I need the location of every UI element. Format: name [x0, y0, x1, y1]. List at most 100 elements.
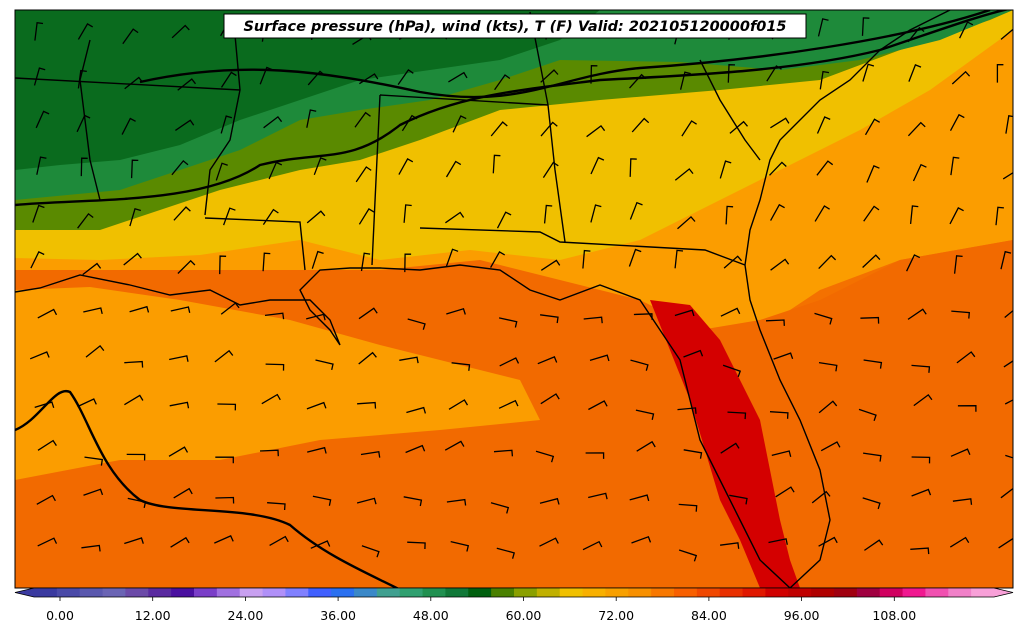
colorbar-swatch [354, 588, 378, 597]
wind-barb [124, 537, 144, 545]
wind-barb [590, 156, 605, 175]
wind-barb [127, 497, 147, 509]
temperature-band-warm-east [760, 240, 1013, 588]
border-ms-al [371, 94, 381, 266]
wind-barb [217, 403, 237, 411]
wind-barb [814, 312, 833, 325]
wind-barb [36, 494, 56, 505]
wind-barb [539, 537, 559, 547]
wind-barb [490, 121, 508, 137]
wind-barb [681, 120, 697, 137]
wind-barb [490, 251, 506, 268]
wind-barb [82, 262, 102, 276]
colorbar-tick-label: 96.00 [784, 608, 820, 623]
colorbar-swatch [788, 588, 812, 597]
wind-barb [818, 536, 838, 547]
wind-barb [220, 115, 233, 134]
wind-barb [496, 547, 516, 559]
wind-barb [263, 115, 283, 129]
wind-barb [357, 401, 377, 409]
colorbar-swatch [125, 588, 149, 597]
wind-barb [264, 312, 285, 320]
wind-barb [130, 159, 139, 179]
wind-barb [493, 449, 514, 457]
wind-barb [37, 537, 58, 547]
colorbar-swatch [399, 588, 424, 597]
wind-barb [83, 307, 103, 315]
colorbar-swatch [605, 588, 629, 597]
wind-barb [635, 409, 655, 420]
colorbar-swatch [971, 588, 995, 597]
colorbar-swatch [56, 588, 81, 597]
colorbar-swatch [262, 588, 287, 597]
wind-barb [674, 309, 695, 317]
colorbar-swatch [331, 588, 355, 597]
wind-barb [222, 207, 236, 226]
wind-barb [768, 538, 788, 545]
wind-barb [956, 351, 976, 364]
wind-barb [81, 544, 101, 552]
wind-barb [358, 307, 378, 320]
wind-barb [124, 394, 144, 406]
wind-barb [951, 310, 971, 319]
wind-barb [678, 549, 698, 562]
wind-barb [30, 251, 45, 269]
wind-barb [121, 117, 136, 135]
border-al-ga [529, 11, 566, 243]
wind-barb [446, 498, 467, 506]
wind-barb [215, 456, 234, 464]
colorbar-swatch [239, 588, 264, 597]
wind-barb [77, 69, 87, 89]
colorbar-swatch [34, 588, 58, 597]
wind-barb [1002, 171, 1013, 180]
wind-barb [628, 248, 642, 267]
wind-barb [129, 207, 141, 227]
wind-barb [29, 351, 50, 360]
colorbar-swatch [194, 588, 218, 597]
wind-barb [170, 536, 190, 548]
colorbar-swatch [696, 588, 721, 597]
wind-barb [36, 156, 47, 175]
wind-barb [766, 65, 782, 82]
colorbar-tick-label: 72.00 [598, 608, 634, 623]
colorbar-swatch [925, 588, 949, 597]
colorbar-swatch [674, 588, 698, 597]
wind-barb [817, 18, 829, 37]
wind-barb [356, 497, 377, 505]
wind-barb [173, 487, 193, 499]
wind-barb [674, 249, 684, 269]
wind-barb [360, 450, 381, 458]
wind-barb [770, 203, 785, 221]
wind-barb [177, 78, 197, 91]
coastline-gulf [15, 10, 951, 588]
isobar-north-2 [15, 10, 1010, 207]
wind-barb [444, 440, 465, 451]
wind-barb [397, 68, 414, 85]
wind-barb [949, 536, 970, 548]
wind-barb [862, 63, 875, 82]
isobar-south [15, 389, 400, 588]
colorbar-swatch [879, 588, 904, 597]
colorbar-swatch [628, 588, 652, 597]
wind-barb [85, 344, 105, 358]
colorbar-swatch [102, 588, 127, 597]
wind-barb [674, 168, 694, 181]
wind-barb [540, 259, 561, 271]
wind-barb [261, 393, 281, 405]
border-mississippi-river [204, 34, 241, 216]
temperature-band-hot-florida [650, 300, 800, 588]
wind-barb [405, 444, 426, 454]
colorbar-swatch [582, 588, 607, 597]
wind-barb [170, 306, 191, 313]
wind-barb [490, 502, 510, 514]
wind-barb [398, 158, 414, 175]
wind-barb [173, 206, 191, 221]
wind-barb [860, 316, 880, 324]
temperature-band-dark-green [15, 10, 600, 170]
wind-barb [129, 305, 150, 313]
wind-barb [818, 361, 838, 372]
wind-barb [631, 117, 650, 133]
colorbar-swatch [468, 588, 492, 597]
wind-barb [77, 212, 94, 229]
wind-barb [590, 204, 602, 223]
